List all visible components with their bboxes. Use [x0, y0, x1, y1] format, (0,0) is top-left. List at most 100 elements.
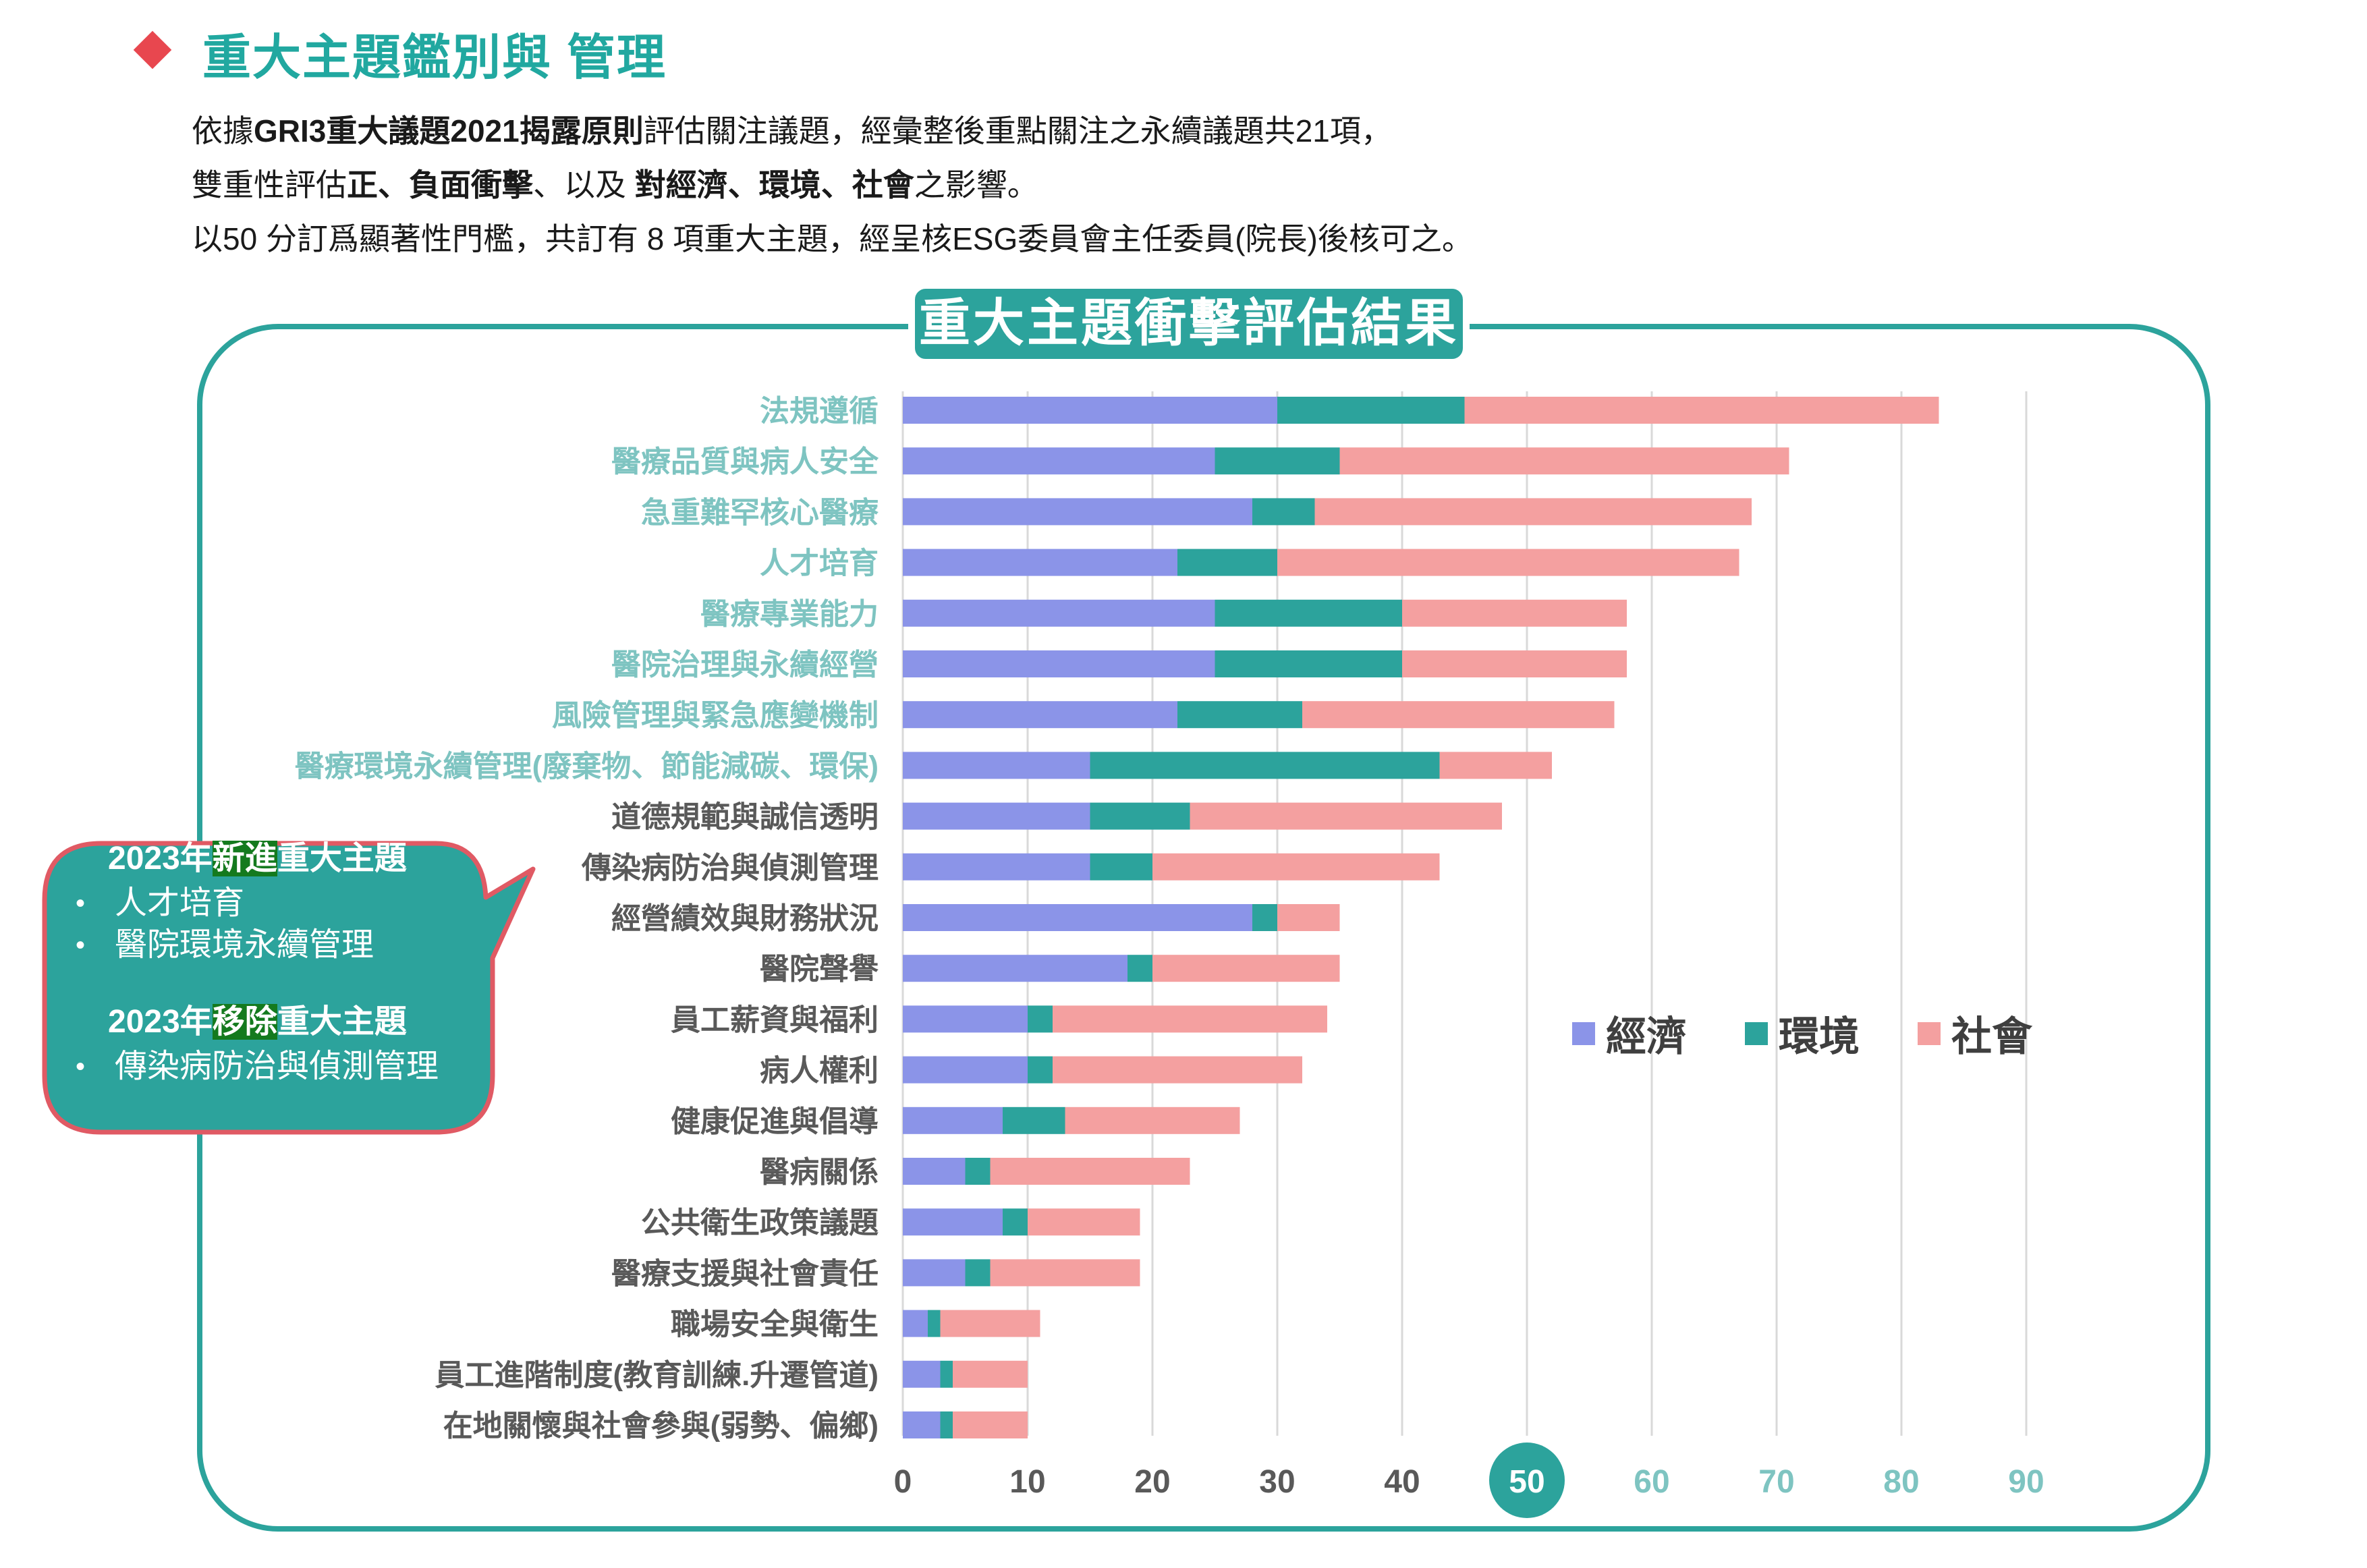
- category-label: 急重難罕核心醫療: [641, 496, 879, 529]
- legend-label-society: 社會: [1951, 1014, 2032, 1059]
- bar-economy: [903, 752, 1090, 779]
- category-label: 公共衛生政策議題: [641, 1206, 879, 1239]
- bar-economy: [903, 1360, 941, 1388]
- x-tick-label: 40: [1384, 1464, 1420, 1500]
- category-label: 職場安全與衛生: [671, 1308, 879, 1341]
- x-tick-label: 20: [1134, 1464, 1170, 1500]
- category-label: 法規遵循: [760, 395, 879, 428]
- bar-economy: [903, 1208, 1003, 1236]
- threshold-marker: [1489, 1443, 1565, 1518]
- legend-item-economy: 經濟: [1572, 1004, 1687, 1063]
- category-label: 醫病關係: [760, 1156, 879, 1189]
- intro-line-1: 依據GRI3重大議題2021揭露原則評估關注議題，經彙整後重點關注之永續議題共2…: [192, 107, 1392, 151]
- bar-environment: [1003, 1208, 1028, 1236]
- intro-text-run: 之影響。: [914, 167, 1038, 202]
- bar-economy: [903, 650, 1215, 677]
- bar-environment: [1252, 498, 1315, 526]
- category-label: 醫療專業能力: [700, 598, 879, 631]
- bar-society: [1065, 1107, 1240, 1134]
- bar-society: [990, 1259, 1140, 1287]
- category-label: 風險管理與緊急應變機制: [552, 698, 879, 732]
- category-label: 經營績效與財務狀況: [611, 902, 879, 935]
- bar-society: [1277, 904, 1340, 931]
- intro-line-2: 雙重性評估正、負面衝擊、以及 對經濟、環境、社會之影響。: [192, 161, 1038, 205]
- bar-environment: [1090, 853, 1152, 880]
- intro-text-run: 對經濟、環境、社會: [634, 167, 914, 202]
- bar-society: [953, 1360, 1028, 1388]
- intro-text-run: 、以及: [533, 167, 635, 202]
- category-label: 道德規範與誠信透明: [611, 801, 879, 834]
- bar-environment: [1003, 1107, 1065, 1134]
- legend-item-society: 社會: [1918, 1004, 2032, 1063]
- bar-economy: [903, 1259, 966, 1287]
- intro-text-run: 正、負面衝擊: [347, 167, 533, 202]
- bar-society: [1464, 397, 1939, 424]
- bar-society: [1339, 447, 1789, 475]
- category-label: 醫院治理與永續經營: [611, 648, 879, 681]
- bar-environment: [1090, 752, 1440, 779]
- bar-environment: [1177, 701, 1302, 729]
- page-title: 重大主題鑑別與 管理: [202, 31, 667, 85]
- callout-removed-list: 傳染病防治與偵測管理: [40, 1046, 506, 1088]
- x-tick-label: 80: [1883, 1464, 1919, 1500]
- intro-text-run: 評估關注議題，經彙整後重點關注之永續議題共21項，: [643, 113, 1392, 148]
- bar-society: [1028, 1208, 1140, 1236]
- bar-economy: [903, 1005, 1028, 1033]
- callout-added-list: 人才培育 醫院環境永續管理: [40, 883, 506, 966]
- bar-society: [953, 1411, 1028, 1438]
- bar-economy: [903, 599, 1215, 627]
- x-tick-label: 30: [1259, 1464, 1295, 1500]
- legend-swatch-environment: [1745, 1021, 1768, 1045]
- bar-society: [1152, 853, 1440, 880]
- intro-text-run: 以50 分訂爲顯著性門檻，共訂有 8 項重大主題，經呈核ESG委員會主任委員(院…: [192, 221, 1473, 256]
- legend-item-environment: 環境: [1745, 1004, 1860, 1063]
- bar-society: [1053, 1056, 1302, 1084]
- x-tick-label: 70: [1758, 1464, 1794, 1500]
- callout-added-item: 醫院環境永續管理: [40, 924, 506, 966]
- chart-title: 重大主題衝擊評估結果: [908, 282, 1470, 366]
- category-label: 在地關懷與社會參與(弱勢、偏鄉): [443, 1409, 879, 1443]
- bar-economy: [903, 1310, 928, 1337]
- bar-economy: [903, 498, 1252, 526]
- category-label: 醫院聲譽: [760, 953, 879, 986]
- x-tick-label: 10: [1009, 1464, 1045, 1500]
- bar-society: [940, 1310, 1040, 1337]
- bar-economy: [903, 701, 1177, 729]
- bar-economy: [903, 549, 1177, 576]
- intro-text-run: GRI3重大議題2021揭露原則: [254, 113, 644, 148]
- category-label: 人才培育: [760, 547, 879, 580]
- category-label: 醫療環境永續管理(廢棄物、節能減碳、環保): [295, 750, 879, 783]
- bar-environment: [1028, 1056, 1053, 1084]
- callout-removed-item: 傳染病防治與偵測管理: [40, 1046, 506, 1088]
- bar-economy: [903, 853, 1090, 880]
- category-label: 健康促進與倡導: [671, 1105, 879, 1138]
- bar-environment: [940, 1360, 953, 1388]
- bar-society: [990, 1158, 1190, 1185]
- bar-environment: [1177, 549, 1277, 576]
- x-tick-label: 50: [1509, 1464, 1544, 1500]
- bar-economy: [903, 1056, 1028, 1084]
- category-label: 傳染病防治與偵測管理: [581, 851, 879, 885]
- legend-swatch-economy: [1572, 1021, 1595, 1045]
- bar-economy: [903, 1107, 1003, 1134]
- x-tick-label: 60: [1634, 1464, 1669, 1500]
- category-label: 醫療支援與社會責任: [611, 1257, 879, 1290]
- bar-society: [1152, 955, 1340, 982]
- bar-environment: [940, 1411, 953, 1438]
- x-tick-label: 0: [894, 1464, 912, 1500]
- bar-society: [1053, 1005, 1327, 1033]
- bar-society: [1439, 752, 1552, 779]
- category-label: 員工進階制度(教育訓練.升遷管道): [435, 1359, 879, 1392]
- x-tick-label: 90: [2008, 1464, 2044, 1500]
- callout-content: 2023年新進重大主題 人才培育 醫院環境永續管理 2023年移除重大主題 傳染…: [40, 835, 506, 1088]
- callout-added-heading: 2023年新進重大主題: [108, 841, 407, 876]
- bar-environment: [1090, 802, 1190, 830]
- bar-environment: [1215, 599, 1402, 627]
- callout-removed-heading: 2023年移除重大主題: [108, 1004, 407, 1040]
- bar-environment: [928, 1310, 941, 1337]
- bar-environment: [965, 1158, 991, 1185]
- bar-environment: [1127, 955, 1152, 982]
- callout-added-item: 人才培育: [40, 883, 506, 924]
